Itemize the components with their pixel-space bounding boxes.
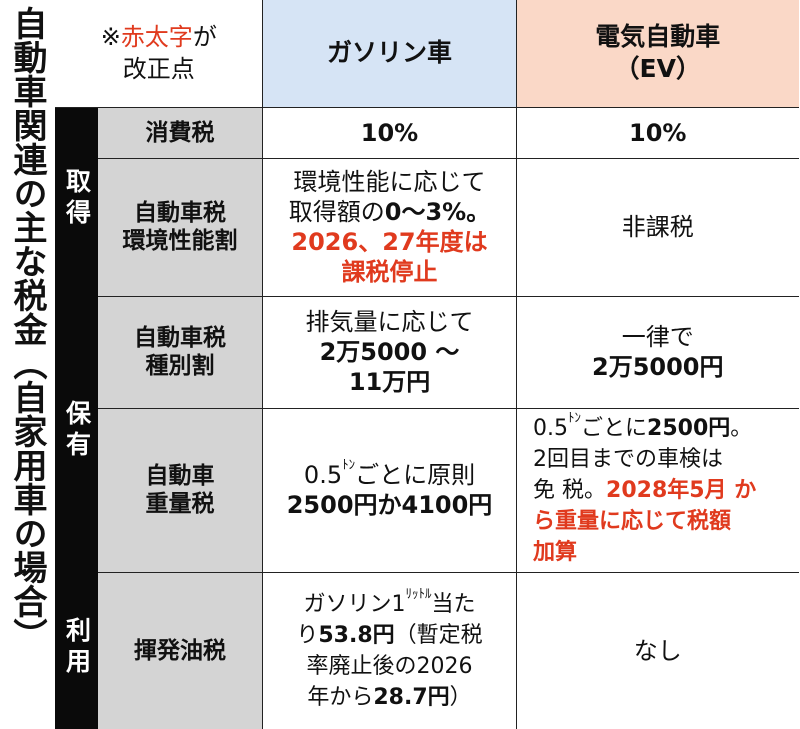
ev-weight-tax: 0.5ﾄﾝごとに2500円。 2回目までの車検は 免 税。2028年5月 か ら…	[516, 407, 799, 573]
ev-header: 電気自動車 （EV）	[516, 0, 799, 108]
tax-table: ※赤太字が 改正点 ガソリン車 電気自動車 （EV） 取得 消費税 10% 10%…	[55, 0, 799, 729]
legend-red-text: 赤太字	[120, 23, 193, 52]
gasoline-header: ガソリン車	[262, 0, 518, 108]
ev-env-performance: 非課税	[516, 157, 799, 297]
legend-note: ※赤太字が 改正点	[55, 0, 264, 108]
row-weight-tax: 自動車 重量税 0.5ﾄﾝごとに原則 2500円か4100円 0.5ﾄﾝごとに25…	[56, 407, 799, 573]
row-env-performance: 自動車税 環境性能割 環境性能に応じて 取得額の0～3%。 2026、27年度は …	[56, 157, 799, 297]
item-consumption-tax: 消費税	[96, 106, 264, 159]
item-weight-tax: 自動車 重量税	[96, 407, 264, 573]
item-fuel-tax: 揮発油税	[96, 571, 264, 729]
item-env-performance: 自動車税 環境性能割	[96, 157, 264, 297]
category-acquisition: 取得	[55, 106, 98, 297]
gas-weight-tax: 0.5ﾄﾝごとに原則 2500円か4100円	[262, 407, 518, 573]
gas-consumption-tax: 10%	[262, 106, 518, 159]
row-fuel-tax: 利用 揮発油税 ガソリン1ﾘｯﾄﾙ当た り53.8円（暫定税 率廃止後の2026…	[55, 571, 799, 729]
header-row: ※赤太字が 改正点 ガソリン車 電気自動車 （EV）	[55, 0, 799, 108]
vertical-title: 自動車関連の主な税金（自家用車の場合）	[7, 6, 47, 652]
item-type-tax: 自動車税 種別割	[96, 295, 264, 409]
gas-env-performance: 環境性能に応じて 取得額の0～3%。 2026、27年度は 課税停止	[262, 157, 518, 297]
category-use: 利用	[55, 571, 98, 729]
gas-type-tax: 排気量に応じて 2万5000 ～ 11万円	[262, 295, 518, 409]
row-type-tax: 保有 自動車税 種別割 排気量に応じて 2万5000 ～ 11万円 一律で 2万5…	[55, 295, 799, 573]
ev-type-tax: 一律で 2万5000円	[516, 295, 799, 409]
category-holding: 保有	[55, 295, 98, 573]
ev-fuel-tax: なし	[516, 571, 799, 729]
gas-fuel-tax: ガソリン1ﾘｯﾄﾙ当た り53.8円（暫定税 率廃止後の2026 年から28.7…	[262, 571, 518, 729]
row-consumption-tax: 取得 消費税 10% 10%	[55, 106, 799, 297]
ev-consumption-tax: 10%	[516, 106, 799, 159]
